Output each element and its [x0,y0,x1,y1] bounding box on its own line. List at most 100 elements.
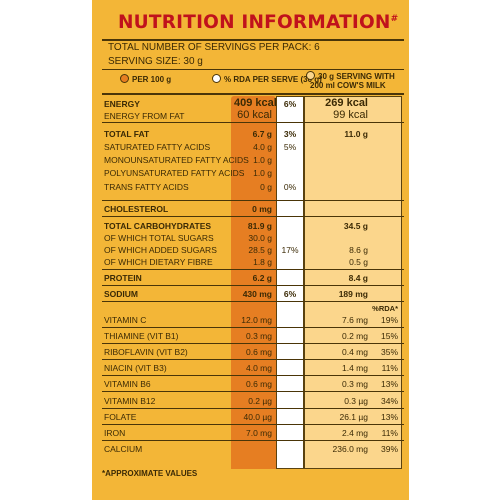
serving-column [304,96,402,469]
serving-value: 0.4 mg [342,347,368,357]
page-title: NUTRITION INFORMATION# [118,12,399,33]
serving-value: 236.0 mg [332,444,368,454]
meta-divider [102,69,404,70]
rda-value: 17% [281,245,299,255]
row-divider [102,200,404,201]
serving-value: 2.4 mg [342,428,368,438]
row-label: SODIUM [104,289,138,299]
serving-size: SERVING SIZE: 30 g [108,56,203,67]
serving-rda-value: 34% [380,396,398,406]
row-label: TOTAL CARBOHYDRATES [104,221,212,231]
rda-short-header: %RDA* [372,304,398,313]
row-label: TRANS FATTY ACIDS [104,182,189,192]
per100-value: 409 kcal [234,97,277,109]
row-divider [102,343,404,344]
row-label: FOLATE [104,412,137,422]
per100-value: 6.2 g [252,273,272,283]
per100-value: 7.0 mg [246,428,272,438]
serving-value: 269 kcal [325,97,368,109]
row-label: ENERGY [104,99,140,109]
title-divider [102,39,404,41]
per100-value: 30.0 g [248,233,272,243]
row-divider [102,424,404,425]
serving-value: 34.5 g [343,221,368,231]
row-label: ENERGY FROM FAT [104,111,185,121]
serving-value: 26.1 µg [339,412,368,422]
per100-value: 4.0 mg [246,363,272,373]
rda-value: 0% [283,182,297,192]
row-divider [102,285,404,286]
serving-value: 189 mg [338,289,368,299]
row-divider [102,440,404,441]
header-serving: 30 g SERVING WITH 200 ml COW'S MILK [306,71,395,90]
row-divider [102,375,404,376]
serving-rda-value: 13% [380,379,398,389]
per100-value: 12.0 mg [241,315,272,325]
row-divider [102,391,404,392]
serving-rda-value: 11% [381,363,398,373]
row-label: OF WHICH ADDED SUGARS [104,245,217,255]
serving-value: 1.4 mg [342,363,368,373]
row-label: SATURATED FATTY ACIDS [104,142,211,152]
per100-value: 1.8 g [253,257,272,267]
row-divider [102,122,404,123]
serving-rda-value: 15% [380,331,398,341]
row-label: VITAMIN C [104,315,147,325]
row-label: CHOLESTEROL [104,204,169,214]
footnote: *APPROXIMATE VALUES [102,469,198,478]
row-label: VITAMIN B6 [104,379,151,389]
rda-dot-icon [212,74,221,83]
header-rda: % RDA PER SERVE (30 g) [212,74,322,84]
serving-value: 7.6 mg [342,315,368,325]
row-label: VITAMIN B12 [104,396,156,406]
row-label: RIBOFLAVIN (VIT B2) [104,347,188,357]
row-divider [102,269,404,270]
serving-rda-value: 13% [380,412,398,422]
serving-value: 99 kcal [333,109,368,121]
row-label: IRON [104,428,126,438]
rda-value: 6% [283,99,297,109]
per100-value: 0 mg [252,204,272,214]
per100-value: 4.0 g [253,142,272,152]
row-label: THIAMINE (VIT B1) [104,331,179,341]
row-divider [102,359,404,360]
per100-column [231,96,276,469]
per100-dot-icon [120,74,129,83]
per100-value: 0 g [260,182,272,192]
serving-value: 11.0 g [344,129,368,139]
serving-rda-value: 19% [380,315,398,325]
per100-value: 1.0 g [253,155,272,165]
serving-rda-value: 35% [380,347,398,357]
serving-dot-icon [306,71,315,80]
per100-value: 28.5 g [248,245,272,255]
per100-value: 0.6 mg [246,347,272,357]
row-label: PROTEIN [104,273,142,283]
header-per100: PER 100 g [120,74,171,84]
row-divider [102,301,404,302]
serving-value: 8.6 g [349,245,368,255]
per100-value: 0.6 mg [246,379,272,389]
row-label: POLYUNSATURATED FATTY ACIDS [104,168,245,178]
row-divider [102,216,404,217]
row-label: CALCIUM [104,444,143,454]
rda-value: 3% [283,129,297,139]
serving-value: 0.3 mg [342,379,368,389]
per100-value: 0.3 mg [246,331,272,341]
rda-column [276,96,304,469]
row-divider [102,327,404,328]
per100-value: 0.2 µg [248,396,272,406]
per100-value: 1.0 g [253,168,272,178]
serving-value: 0.5 g [349,257,368,267]
serving-value: 0.3 µg [344,396,368,406]
row-label: OF WHICH TOTAL SUGARS [104,233,214,243]
row-label: MONOUNSATURATED FATTY ACIDS [104,155,249,165]
per100-value: 40.0 µg [243,412,272,422]
per100-value: 430 mg [242,289,272,299]
serving-value: 8.4 g [348,273,368,283]
header-divider [102,93,404,95]
serving-value: 0.2 mg [342,331,368,341]
rda-value: 6% [283,289,297,299]
per100-value: 60 kcal [237,109,272,121]
row-label: NIACIN (VIT B3) [104,363,167,373]
servings-per-pack: TOTAL NUMBER OF SERVINGS PER PACK: 6 [108,42,320,53]
